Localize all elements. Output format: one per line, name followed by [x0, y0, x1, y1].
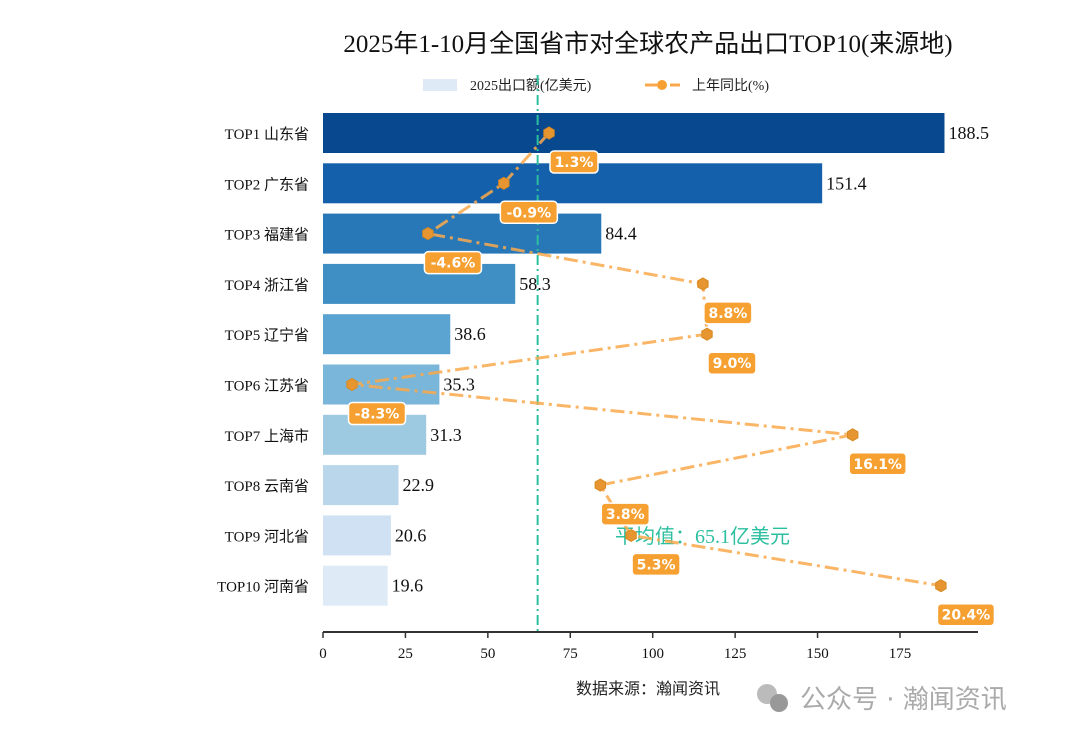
x-tick-label: 175 [889, 646, 912, 662]
bar [323, 364, 440, 405]
yoy-label-text: 5.3% [637, 557, 676, 573]
bar-value-label: 84.4 [605, 224, 637, 244]
chart-title: 2025年1-10月全国省市对全球农产品出口TOP10(来源地) [343, 30, 952, 58]
yoy-label-box [631, 552, 681, 577]
x-tick-label: 0 [319, 646, 327, 662]
yoy-label-text: 3.8% [606, 507, 645, 523]
bar-value-label: 58.3 [519, 274, 551, 294]
yoy-data-label: 3.8% [600, 502, 651, 526]
yoy-marker [498, 176, 510, 190]
yoy-label-text: 20.4% [942, 608, 991, 624]
bar [323, 213, 602, 254]
bar [323, 263, 516, 304]
watermark: 公众号 · 瀚闻资讯 [757, 684, 1007, 715]
legend-bar-swatch [423, 79, 457, 91]
y-tick-label: TOP9 河北省 [225, 528, 309, 545]
bar [323, 113, 945, 153]
bar-value-label: 35.3 [443, 375, 475, 395]
x-tick-label: 150 [806, 646, 829, 662]
yoy-marker [346, 377, 358, 392]
yoy-marker [701, 327, 713, 341]
yoy-data-label: 8.8% [703, 301, 753, 325]
yoy-line [351, 131, 942, 588]
yoy-label-box [936, 602, 996, 627]
bar [323, 565, 388, 606]
yoy-label-box [707, 351, 757, 375]
yoy-label-box [848, 452, 907, 476]
yoy-label-text: -8.3% [355, 407, 400, 423]
yoy-marker [594, 478, 606, 492]
bar [323, 314, 451, 355]
yoy-marker [422, 227, 434, 241]
yoy-data-label: 1.3% [549, 150, 599, 174]
bar [323, 515, 391, 556]
yoy-data-label: -8.3% [347, 401, 407, 426]
yoy-label-box [549, 150, 599, 174]
bar-value-label: 19.6 [392, 576, 424, 596]
x-tick-label: 75 [563, 646, 578, 662]
bar-value-label: 31.3 [430, 425, 462, 445]
bar-value-label: 188.5 [948, 123, 989, 143]
legend: 2025出口额(亿美元) 上年同比(%) [423, 78, 769, 94]
yoy-marker [625, 528, 637, 542]
yoy-label-box [600, 502, 651, 526]
y-tick-label: TOP3 福建省 [225, 227, 309, 244]
yoy-label-text: -0.9% [507, 205, 552, 221]
yoy-label-box [347, 401, 407, 426]
yoy-label-box [423, 250, 483, 275]
x-tick-label: 100 [641, 646, 664, 662]
legend-bar-label: 2025出口额(亿美元) [470, 78, 592, 94]
y-tick-label: TOP10 河南省 [217, 579, 309, 596]
yoy-marker [935, 579, 947, 593]
y-tick-label: TOP5 辽宁省 [225, 327, 309, 344]
bar-value-label: 20.6 [395, 525, 427, 545]
yoy-data-label: -0.9% [499, 200, 559, 225]
x-tick-label: 25 [398, 646, 413, 662]
yoy-label-text: 16.1% [853, 457, 902, 473]
yoy-data-label: 16.1% [848, 452, 907, 476]
yoy-data-label: -4.6% [423, 250, 483, 275]
yoy-marker [697, 277, 709, 291]
legend-marker-icon [657, 80, 667, 90]
yoy-data-label: 5.3% [631, 552, 681, 577]
yoy-label-box [703, 301, 753, 325]
y-tick-label: TOP7 上海市 [225, 428, 309, 445]
legend-line-label: 上年同比(%) [692, 78, 769, 94]
bar-value-label: 38.6 [454, 324, 486, 344]
yoy-label-text: 8.8% [708, 306, 747, 322]
y-tick-label: TOP2 广东省 [225, 176, 309, 193]
yoy-marker [543, 126, 555, 140]
yoy-label-text: -4.6% [431, 256, 476, 272]
x-tick-label: 125 [724, 646, 747, 662]
y-tick-label: TOP1 山东省 [225, 126, 309, 143]
bar [323, 465, 399, 506]
yoy-label-text: 1.3% [555, 155, 594, 171]
bar-value-label: 22.9 [403, 475, 435, 495]
y-tick-label: TOP8 云南省 [225, 478, 309, 495]
yoy-label-text: 9.0% [713, 356, 752, 372]
yoy-data-label: 9.0% [707, 351, 757, 375]
bar-value-label: 151.4 [826, 173, 867, 193]
yoy-data-label: 20.4% [936, 602, 996, 627]
watermark-text: 公众号 · 瀚闻资讯 [800, 685, 1007, 715]
x-axis-label: 数据来源：瀚闻资讯 [576, 680, 720, 698]
yoy-marker [847, 428, 859, 442]
y-tick-label: TOP6 江苏省 [225, 378, 309, 395]
average-label: 平均值：65.1亿美元 [615, 525, 790, 548]
yoy-label-box [499, 200, 559, 225]
y-tick-label: TOP4 浙江省 [225, 277, 309, 294]
x-tick-label: 50 [480, 646, 495, 662]
